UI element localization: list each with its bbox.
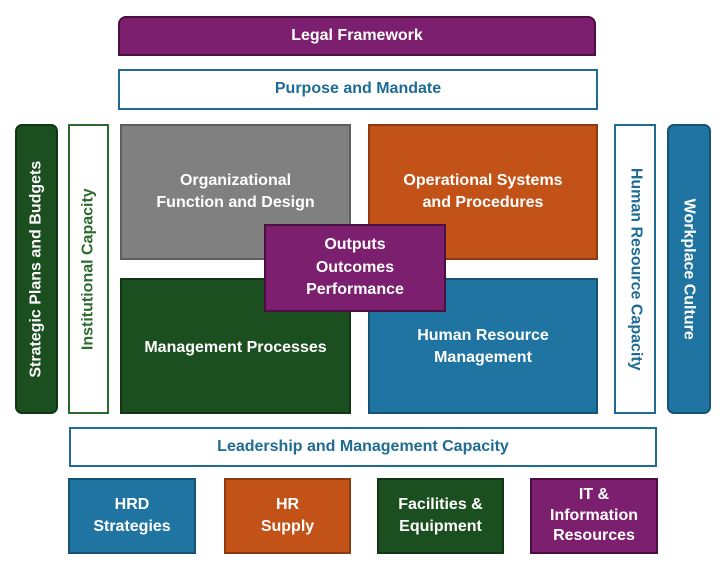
center-performance: Performance — [306, 281, 404, 299]
hr-supply-line-2: Supply — [260, 518, 315, 535]
leadership-capacity-label: Leadership and Management Capacity — [217, 437, 509, 455]
it-line-3: Resources — [553, 527, 635, 545]
org-function-line-2: Function and Design — [156, 194, 315, 212]
institutional-capacity-label: Institutional Capacity — [79, 188, 97, 350]
hr-capacity-label: Human Resource Capacity — [627, 167, 645, 371]
it-resources-box: IT & Information Resources — [530, 478, 658, 554]
hr-supply-line-1: HR — [275, 495, 300, 513]
operational-line-2: and Procedures — [422, 194, 544, 212]
org-function-quadrant: Organizational Function and Design — [120, 124, 351, 260]
purpose-mandate-label: Purpose and Mandate — [274, 80, 442, 98]
it-line-1: IT & — [578, 485, 610, 503]
hr-management-line-1: Human Resource — [417, 327, 549, 344]
hr-management-line-2: Management — [434, 349, 532, 367]
facilities-line-1: Facilities & — [398, 495, 483, 513]
outputs-center-box: Outputs Outcomes Performance — [264, 224, 446, 312]
facilities-equipment-box: Facilities & Equipment — [377, 478, 504, 554]
institutional-capacity-pillar: Institutional Capacity — [68, 124, 109, 414]
workplace-culture-label: Workplace Culture — [681, 198, 699, 340]
legal-framework-label: Legal Framework — [291, 26, 423, 44]
operational-line-1: Operational Systems — [403, 172, 563, 189]
org-function-line-1: Organizational — [179, 172, 292, 189]
hr-capacity-pillar: Human Resource Capacity — [614, 124, 656, 414]
center-outputs: Outputs — [324, 236, 386, 254]
workplace-culture-pillar: Workplace Culture — [667, 124, 711, 414]
hrd-line-2: Strategies — [93, 518, 171, 535]
facilities-line-2: Equipment — [399, 518, 482, 535]
center-outcomes: Outcomes — [315, 258, 395, 276]
hrd-line-1: HRD — [114, 495, 150, 513]
leadership-capacity-bar: Leadership and Management Capacity — [69, 427, 657, 467]
hr-supply-box: HR Supply — [224, 478, 351, 554]
purpose-mandate-bar: Purpose and Mandate — [118, 69, 598, 110]
legal-framework-bar: Legal Framework — [118, 16, 596, 56]
management-processes-line-1: Management Processes — [144, 338, 327, 356]
strategic-plans-label: Strategic Plans and Budgets — [27, 160, 45, 378]
strategic-plans-pillar: Strategic Plans and Budgets — [15, 124, 58, 414]
it-line-2: Information — [550, 506, 638, 524]
hrd-strategies-box: HRD Strategies — [68, 478, 196, 554]
